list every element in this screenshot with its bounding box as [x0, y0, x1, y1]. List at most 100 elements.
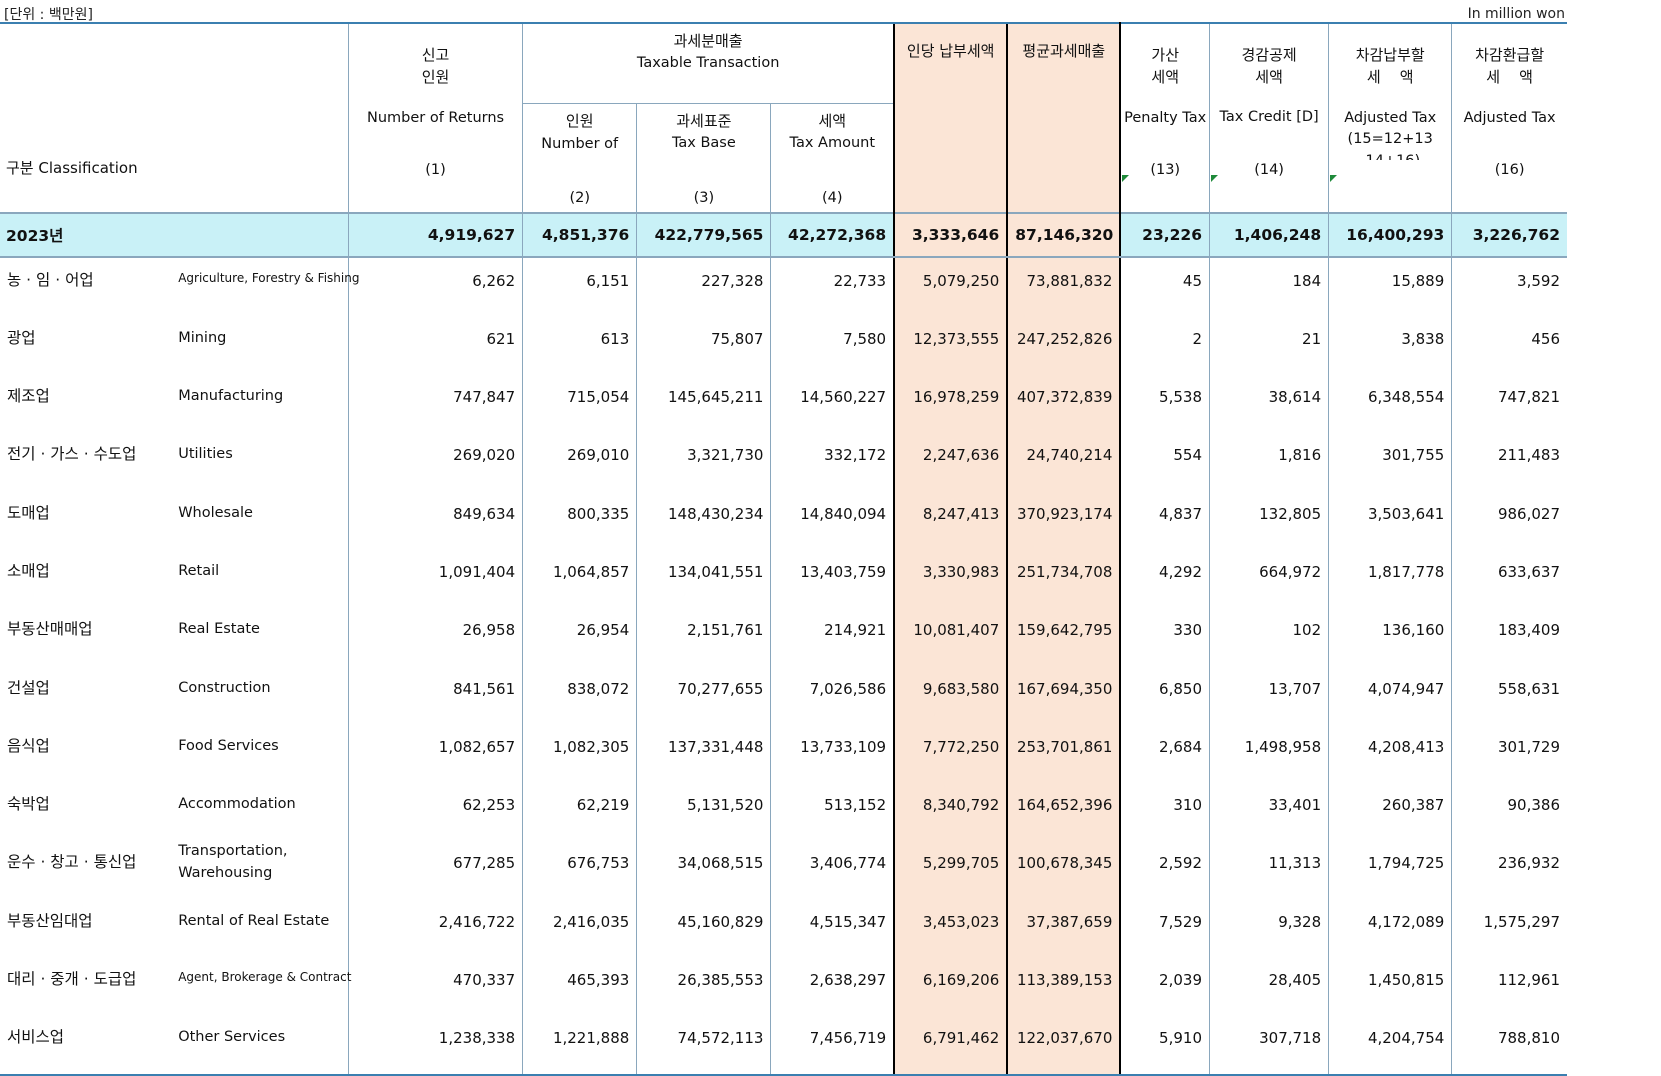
header-penalty-tax: 가산 세액 Penalty Tax (13): [1119, 22, 1210, 213]
table-cell: 15,889: [1328, 256, 1452, 316]
table-cell: 227,328: [636, 256, 771, 316]
table-cell: 677,285: [347, 840, 523, 899]
table-cell: 2: [1119, 315, 1210, 375]
table-cell: 6,151: [522, 256, 637, 316]
table-cell: 134,041,551: [636, 548, 771, 608]
table-cell: 73,881,832: [1006, 256, 1122, 316]
table-cell: 1,091,404: [347, 548, 523, 608]
table-cell: 1,575,297: [1451, 898, 1567, 958]
table-cell: 164,652,396: [1006, 782, 1122, 841]
table-cell: 45: [1119, 256, 1210, 316]
header-adj-refund-en: Adjusted Tax Refundable: [1463, 110, 1556, 126]
table-cell: 28,405: [1208, 957, 1329, 1016]
table-cell: 13,403,759: [770, 548, 895, 608]
table-cell: 2,592: [1119, 840, 1210, 899]
table-cell: 90,386: [1451, 782, 1567, 841]
table-row: 대리 · 중개 · 도급업 Agent, Brokerage & Contract…: [0, 957, 1567, 1016]
row-label-korean: 숙박업: [7, 795, 50, 814]
row-label-english: Retail: [178, 562, 220, 579]
table-cell: 5,131,520: [636, 782, 771, 841]
table-cell: 236,932: [1451, 840, 1567, 899]
total-cell: 422,779,565: [636, 211, 771, 258]
header-returns-ko: 신고 인원: [421, 46, 450, 86]
table-cell: 4,172,089: [1328, 898, 1452, 958]
table-cell: 251,734,708: [1006, 548, 1122, 608]
comment-marker-icon: [1122, 175, 1130, 182]
row-label-english: Mining: [178, 329, 227, 346]
header-penalty-ko: 가산 세액: [1151, 46, 1179, 86]
table-cell: 12,373,555: [893, 315, 1008, 375]
total-cell: 4,919,627: [347, 211, 523, 258]
table-row: 도매업 Wholesale 849,634 800,335 148,430,234 14,…: [0, 490, 1567, 549]
table-cell: 148,430,234: [636, 490, 771, 549]
row-label-korean: 전기 · 가스 · 수도업: [7, 445, 137, 464]
table-cell: 37,387,659: [1006, 898, 1122, 958]
table-cell: 137,331,448: [636, 723, 771, 783]
header-credit-num: (14): [1254, 162, 1284, 178]
row-label-english: Manufacturing: [178, 388, 284, 405]
header-tax-amount-ko: 세액: [818, 111, 847, 130]
table-cell: 14,840,094: [770, 490, 895, 549]
table-cell: 1,082,657: [347, 723, 523, 783]
table-cell: 558,631: [1451, 665, 1567, 724]
table-cell: 3,503,641: [1328, 490, 1452, 549]
table-cell: 6,262: [347, 256, 523, 316]
table-cell: 621: [347, 315, 523, 375]
table-cell: 2,039: [1119, 957, 1210, 1016]
table-row: 제조업 Manufacturing 747,847 715,054 145,645,21…: [0, 374, 1567, 433]
header-taxable-ko: 과세분매출: [673, 32, 743, 50]
total-cell: 23,226: [1119, 211, 1210, 258]
row-label-english: Other Services: [171, 1015, 349, 1076]
table-cell: 136,160: [1328, 607, 1452, 666]
row-label-english: Agriculture, Forestry & Fishing: [178, 270, 360, 285]
table-cell: 5,079,250: [893, 256, 1008, 316]
table-cell: 75,807: [636, 315, 771, 375]
header-adj-refund-num: (16): [1494, 162, 1525, 178]
header-tax-base: 과세표준 Tax Base (3): [636, 103, 771, 213]
table-cell: 102: [1208, 607, 1329, 666]
row-label-english-text: Transportation, Warehousing: [178, 843, 288, 882]
header-tax-amount-num: (4): [822, 189, 843, 206]
table-cell: 838,072: [522, 665, 637, 724]
table-cell: 1,794,725: [1328, 840, 1452, 899]
table-cell: 986,027: [1451, 490, 1567, 549]
table-cell: 2,416,035: [522, 898, 637, 958]
table-row: 숙박업 Accommodation 62,253 62,219 5,131,520 513…: [0, 782, 1567, 841]
table-cell: 100,678,345: [1006, 840, 1122, 899]
header-tax-base-num: (3): [693, 189, 715, 206]
table-cell: 6,850: [1119, 665, 1210, 724]
header-credit-en: Tax Credit [D]: [1219, 109, 1319, 125]
header-penalty-num: (13): [1150, 162, 1181, 178]
table-cell: 184: [1208, 256, 1329, 316]
row-label-english: Food Services: [178, 737, 279, 754]
header-credit-ko: 경감공제 세액: [1241, 46, 1297, 86]
table-cell: 26,958: [347, 607, 523, 666]
total-cell: 3,226,762: [1451, 211, 1567, 258]
table-cell: 14,560,227: [770, 374, 895, 433]
table-cell: 8,340,792: [893, 782, 1008, 841]
table-cell: 26,385,553: [636, 957, 771, 1016]
header-taxable-returns: 인원 Number of Returns (2): [522, 103, 637, 213]
header-returns: 신고 인원 Number of Returns (1): [347, 22, 523, 213]
table-cell: 62,253: [347, 782, 523, 841]
table-cell: 301,755: [1328, 432, 1452, 491]
header-tax-amount-en: Tax Amount: [789, 134, 876, 151]
header-penalty-en: Penalty Tax: [1124, 110, 1207, 126]
header-average-sales-ko: 평균과세매출: [1022, 42, 1106, 60]
table-cell: 159,642,795: [1006, 607, 1122, 666]
table-cell: 5,538: [1119, 374, 1210, 433]
table-cell: 470,337: [347, 957, 523, 1016]
total-cell: 16,400,293: [1328, 211, 1452, 258]
total-row: 2023년 4,919,627 4,851,376 422,779,565 42…: [0, 211, 1567, 258]
row-label-korean: 부동산임대업: [7, 911, 93, 930]
table-cell: 5,910: [1119, 1015, 1210, 1076]
table-cell: 247,252,826: [1006, 315, 1122, 375]
header-adj-payable-num: (15=12+13 -14+16): [1347, 131, 1433, 160]
table-cell: 211,483: [1451, 432, 1567, 491]
table-cell: 747,847: [347, 374, 523, 433]
table-cell: 800,335: [522, 490, 637, 549]
table-cell: 4,292: [1119, 548, 1210, 608]
table-cell: 1,082,305: [522, 723, 637, 783]
table-cell: 7,456,719: [770, 1015, 895, 1076]
table-row: 건설업 Construction 841,561 838,072 70,277,655 7…: [0, 665, 1567, 724]
